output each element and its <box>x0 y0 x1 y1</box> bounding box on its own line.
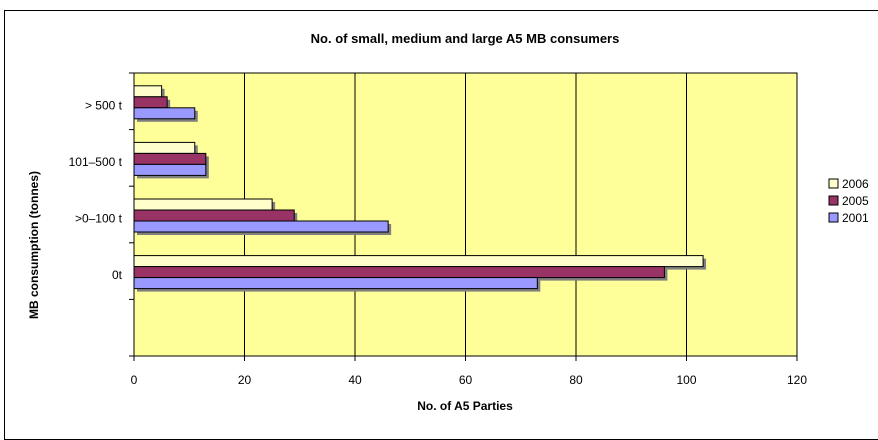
x-axis-title: No. of A5 Parties <box>417 399 513 413</box>
x-tick-label: 0 <box>131 373 138 387</box>
legend-swatch-2001 <box>828 212 839 223</box>
y-category-label: 101–500 t <box>69 155 123 169</box>
y-category-label: >0–100 t <box>75 212 123 226</box>
legend-label-2005: 2005 <box>842 194 869 208</box>
bar-2001-0 <box>133 107 196 120</box>
legend-swatch-2005 <box>828 195 839 206</box>
x-tick-label: 60 <box>459 373 473 387</box>
x-tick-label: 20 <box>238 373 252 387</box>
x-tick-label: 40 <box>348 373 362 387</box>
bar-2001-1 <box>133 163 207 176</box>
y-category-label: > 500 t <box>85 98 123 112</box>
bar-2006-2 <box>133 198 273 211</box>
x-tick-label: 100 <box>676 373 696 387</box>
y-axis-title: MB consumption (tonnes) <box>27 171 41 319</box>
bar-chart: No. of small, medium and large A5 MB con… <box>27 31 869 413</box>
bar-2005-0 <box>133 96 168 109</box>
legend-label-2001: 2001 <box>842 211 869 225</box>
y-category-label: 0t <box>112 268 123 282</box>
bar-2005-2 <box>133 209 295 222</box>
bar-2006-3 <box>133 255 704 268</box>
legend-swatch-2006 <box>828 178 839 189</box>
bar-2006-1 <box>133 141 196 154</box>
legend-label-2006: 2006 <box>842 177 869 191</box>
chart-title: No. of small, medium and large A5 MB con… <box>311 31 620 46</box>
bar-2006-0 <box>133 85 163 98</box>
x-tick-label: 120 <box>787 373 807 387</box>
bar-2001-2 <box>133 220 389 233</box>
bar-2005-3 <box>133 266 665 279</box>
bar-2001-3 <box>133 277 538 290</box>
bar-2005-1 <box>133 152 207 165</box>
x-tick-label: 80 <box>569 373 583 387</box>
